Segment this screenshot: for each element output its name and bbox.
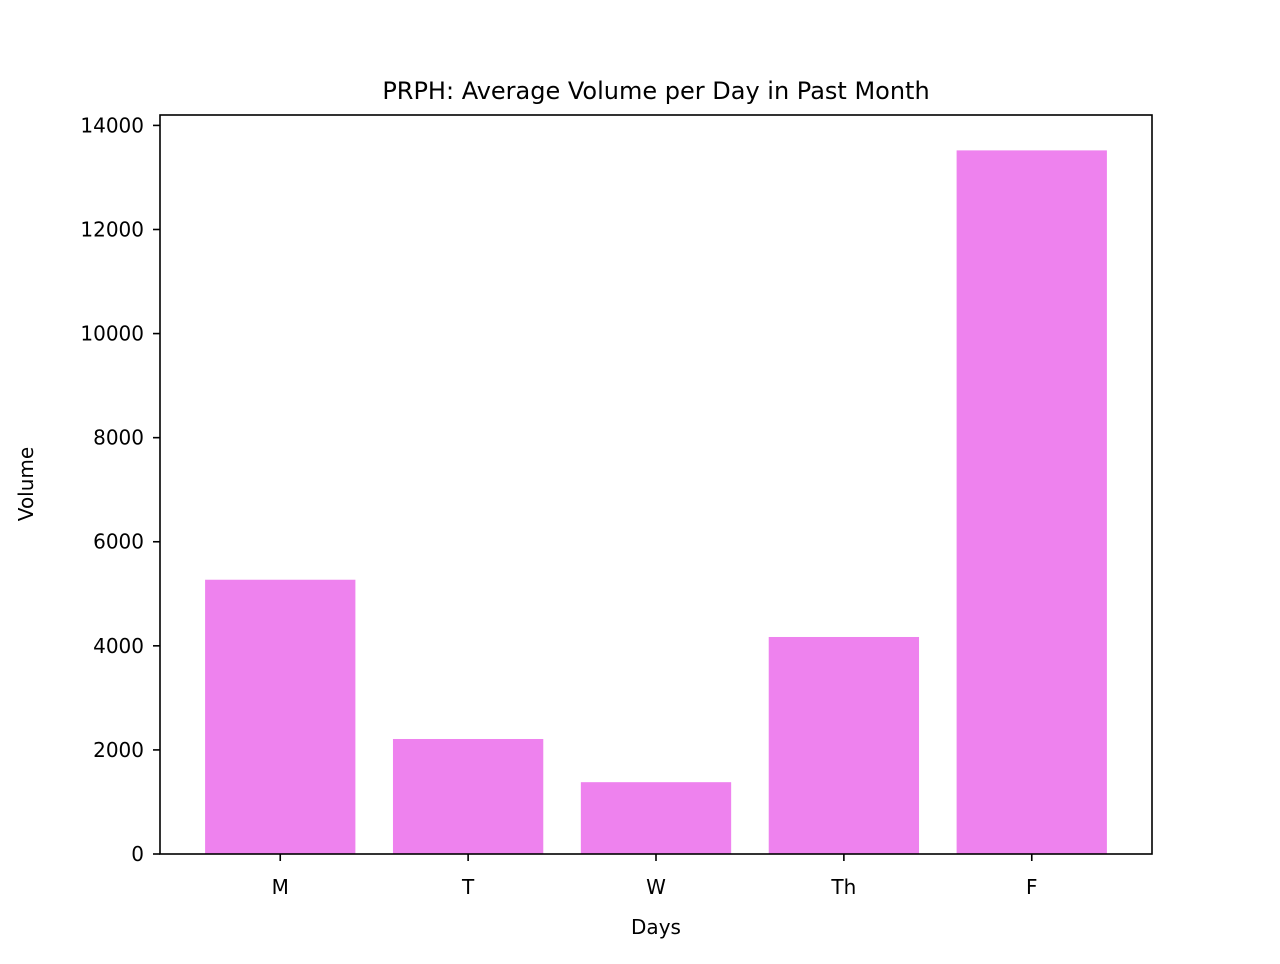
y-tick-label: 6000	[93, 530, 144, 554]
y-tick-label: 4000	[93, 634, 144, 658]
chart-title: PRPH: Average Volume per Day in Past Mon…	[382, 77, 929, 105]
y-axis: 0 2000 4000 6000 8000 10000 12000 14000	[80, 113, 160, 866]
x-axis-label: Days	[631, 915, 681, 939]
y-axis-label: Volume	[14, 447, 38, 521]
x-tick-label: Th	[830, 875, 856, 899]
bar-t	[392, 738, 544, 854]
x-tick-label: M	[272, 875, 289, 899]
bar-th	[768, 636, 920, 854]
x-tick-label: W	[646, 875, 666, 899]
y-tick-label: 12000	[80, 217, 144, 241]
bar-f	[956, 150, 1107, 854]
bar-w	[580, 782, 732, 854]
y-tick-label: 10000	[80, 322, 144, 346]
x-axis: M T W Th F	[272, 854, 1038, 899]
y-tick-label: 8000	[93, 426, 144, 450]
bars-layer	[205, 150, 1107, 854]
y-tick-label: 2000	[93, 738, 144, 762]
bar-m	[205, 579, 356, 854]
x-tick-label: F	[1026, 875, 1038, 899]
x-tick-label: T	[461, 875, 475, 899]
y-tick-label: 0	[131, 842, 144, 866]
y-tick-label: 14000	[80, 113, 144, 137]
